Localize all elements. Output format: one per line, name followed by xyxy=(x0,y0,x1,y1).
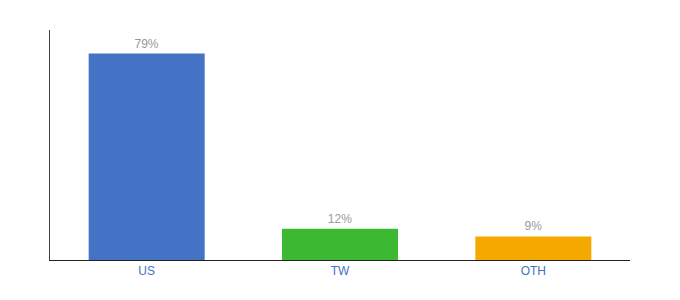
svg-text:US: US xyxy=(138,264,155,278)
svg-text:9%: 9% xyxy=(524,219,542,233)
svg-text:OTH: OTH xyxy=(521,264,546,278)
svg-text:12%: 12% xyxy=(328,212,352,226)
svg-text:79%: 79% xyxy=(134,37,158,51)
svg-text:TW: TW xyxy=(331,264,350,278)
